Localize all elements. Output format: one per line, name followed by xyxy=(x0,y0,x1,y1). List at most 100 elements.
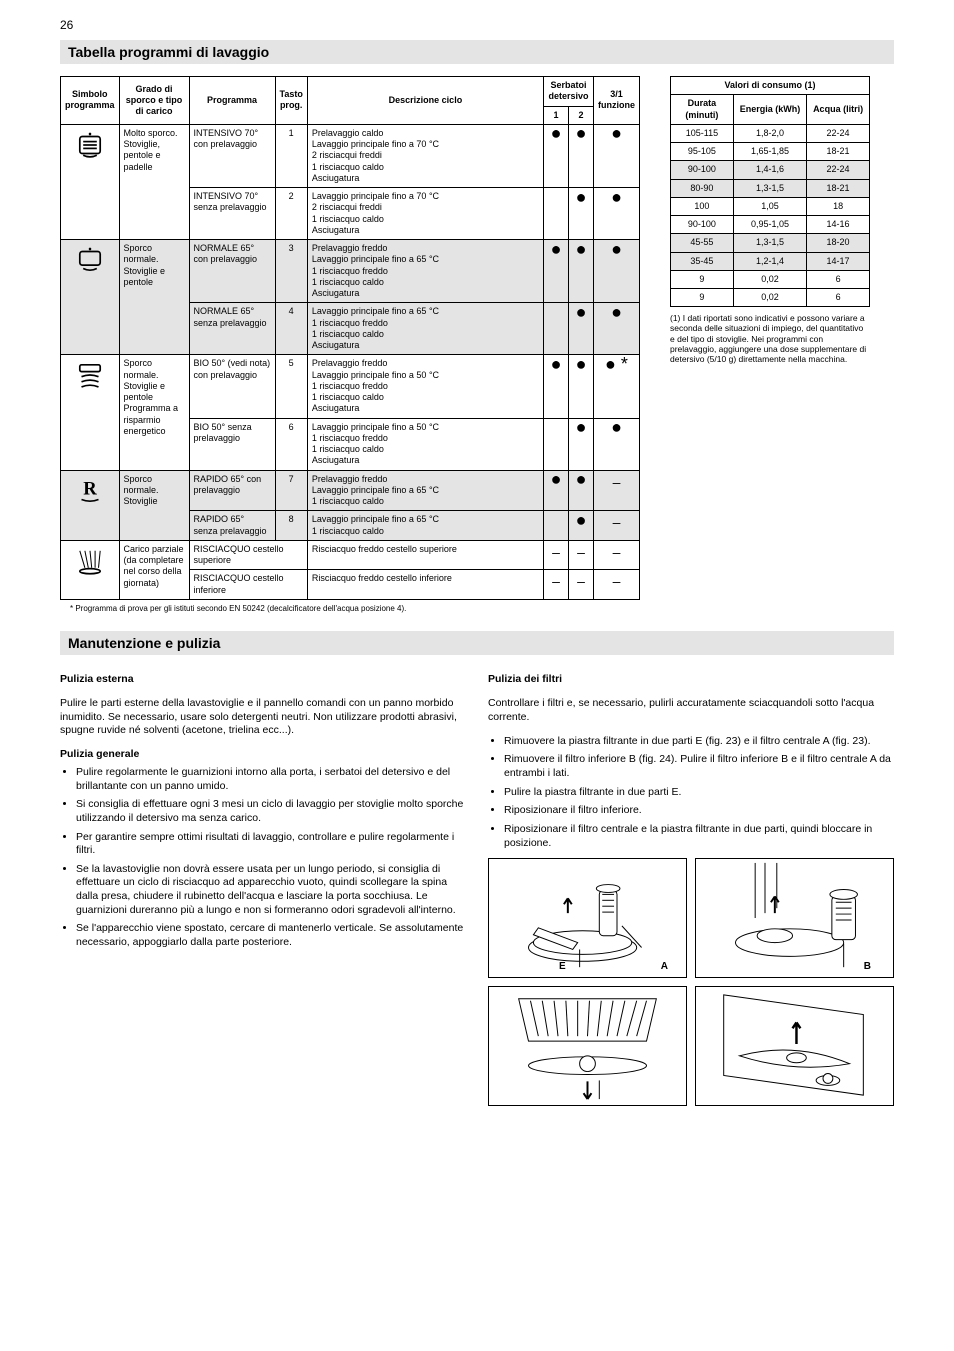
ext-clean-heading: Pulizia esterna xyxy=(60,673,466,687)
cycle-cell: Prelavaggio freddoLavaggio principale fi… xyxy=(307,470,543,511)
figure-25 xyxy=(488,986,687,1106)
disp1-cell: ● xyxy=(544,240,569,303)
energy-cell: 1,8-2,0 xyxy=(733,124,806,142)
energy-cell: 1,4-1,6 xyxy=(733,161,806,179)
disp2-cell: ● xyxy=(569,240,594,303)
water-cell: 14-17 xyxy=(807,252,870,270)
duration-cell: 45-55 xyxy=(671,234,734,252)
duration-cell: 9 xyxy=(671,289,734,307)
table-row: Sporco normale. Stoviglie e pentole Prog… xyxy=(61,355,640,418)
footnote: * Programma di prova per gli istituti se… xyxy=(70,604,894,613)
water-cell: 18-21 xyxy=(807,179,870,197)
list-item: Si consiglia di effettuare ogni 3 mesi u… xyxy=(76,798,466,825)
disp3-cell: ● xyxy=(594,188,640,240)
button-cell: 2 xyxy=(275,188,307,240)
th-soil: Grado di sporco e tipo di carico xyxy=(119,77,189,125)
soil-cell: Molto sporco. Stoviglie, pentole e padel… xyxy=(119,124,189,239)
table-row: Molto sporco. Stoviglie, pentole e padel… xyxy=(61,124,640,187)
energy-cell: 0,02 xyxy=(733,270,806,288)
cycle-cell: Risciacquo freddo cestello inferiore xyxy=(307,570,543,600)
soil-cell: Sporco normale. Stoviglie e pentole xyxy=(119,240,189,355)
th-third: 3/1 funzione xyxy=(594,77,640,125)
disp3-cell: ● xyxy=(594,418,640,470)
cycle-cell: Prelavaggio freddoLavaggio principale fi… xyxy=(307,240,543,303)
cycle-cell: Lavaggio principale fino a 70 °C2 riscia… xyxy=(307,188,543,240)
figure-23: A E xyxy=(488,858,687,978)
duration-cell: 80-90 xyxy=(671,179,734,197)
disp2-cell: ● xyxy=(569,470,594,511)
duration-cell: 95-105 xyxy=(671,143,734,161)
th-button: Tasto prog. xyxy=(275,77,307,125)
cycle-cell: Prelavaggio caldoLavaggio principale fin… xyxy=(307,124,543,187)
cycle-cell: Lavaggio principale fino a 50 °C1 riscia… xyxy=(307,418,543,470)
energy-cell: 1,2-1,4 xyxy=(733,252,806,270)
right-column: Pulizia dei filtri Controllare i filtri … xyxy=(488,667,894,1106)
soil-cell: Carico parziale (da completare nel corso… xyxy=(119,540,189,599)
disp2-cell: ● xyxy=(569,418,594,470)
th-cons: Valori di consumo (1) xyxy=(671,77,870,95)
water-cell: 22-24 xyxy=(807,124,870,142)
disp2-cell: ● xyxy=(569,303,594,355)
maintenance-columns: Pulizia esterna Pulire le parti esterne … xyxy=(60,667,894,1106)
disp2-cell: ● xyxy=(569,124,594,187)
disp1-cell: ● xyxy=(544,355,569,418)
button-cell: 3 xyxy=(275,240,307,303)
ext-clean-text: Pulire le parti esterne della lavastovig… xyxy=(60,697,466,738)
list-item: Rimuovere la piastra filtrante in due pa… xyxy=(504,735,894,749)
table-row: Carico parziale (da completare nel corso… xyxy=(61,540,640,570)
duration-cell: 105-115 xyxy=(671,124,734,142)
duration-cell: 100 xyxy=(671,197,734,215)
disp2-cell: – xyxy=(569,540,594,570)
list-item: Riposizionare il filtro centrale e la pi… xyxy=(504,823,894,850)
tables-container: Simbolo programma Grado di sporco e tipo… xyxy=(60,76,894,600)
label-e: E xyxy=(559,960,566,973)
list-item: Riposizionare il filtro inferiore. xyxy=(504,804,894,818)
water-cell: 22-24 xyxy=(807,161,870,179)
energy-cell: 1,65-1,85 xyxy=(733,143,806,161)
svg-text:R: R xyxy=(83,478,97,499)
table-row: 9 0,02 6 xyxy=(671,270,870,288)
button-cell: 1 xyxy=(275,124,307,187)
button-cell: 8 xyxy=(275,511,307,541)
th-two: 2 xyxy=(569,106,594,124)
table-row: 90-100 0,95-1,05 14-16 xyxy=(671,216,870,234)
th-programme: Programma xyxy=(189,77,275,125)
programme-cell: INTENSIVO 70° senza prelavaggio xyxy=(189,188,275,240)
th-duration: Durata (minuti) xyxy=(671,95,734,125)
energy-cell: 0,02 xyxy=(733,289,806,307)
button-cell: 6 xyxy=(275,418,307,470)
disp1-cell xyxy=(544,303,569,355)
table-row: 90-100 1,4-1,6 22-24 xyxy=(671,161,870,179)
disp3-cell: ● xyxy=(594,124,640,187)
general-clean-list: Pulire regolarmente le guarnizioni intor… xyxy=(76,766,466,950)
programme-icon xyxy=(61,540,120,599)
table-row: 100 1,05 18 xyxy=(671,197,870,215)
energy-cell: 1,05 xyxy=(733,197,806,215)
list-item: Pulire regolarmente le guarnizioni intor… xyxy=(76,766,466,793)
programme-cell: BIO 50° senza prelavaggio xyxy=(189,418,275,470)
disp1-cell: ● xyxy=(544,124,569,187)
programme-cell: NORMALE 65° con prelavaggio xyxy=(189,240,275,303)
table-row: 95-105 1,65-1,85 18-21 xyxy=(671,143,870,161)
table-row: 80-90 1,3-1,5 18-21 xyxy=(671,179,870,197)
table-row: RSporco normale. StoviglieRAPIDO 65° con… xyxy=(61,470,640,511)
programme-icon: R xyxy=(61,470,120,540)
th-dispenser: Serbatoi detersivo xyxy=(544,77,594,107)
table-row: 105-115 1,8-2,0 22-24 xyxy=(671,124,870,142)
disp3-cell: ● xyxy=(594,303,640,355)
button-cell: 5 xyxy=(275,355,307,418)
cycle-cell: Lavaggio principale fino a 65 °C1 riscia… xyxy=(307,511,543,541)
list-item: Pulire la piastra filtrante in due parti… xyxy=(504,786,894,800)
section-title-1: Tabella programmi di lavaggio xyxy=(60,40,894,64)
disp1-cell xyxy=(544,418,569,470)
duration-cell: 90-100 xyxy=(671,216,734,234)
programme-cell: BIO 50° (vedi nota) con prelavaggio xyxy=(189,355,275,418)
programme-table: Simbolo programma Grado di sporco e tipo… xyxy=(60,76,640,600)
energy-cell: 1,3-1,5 xyxy=(733,179,806,197)
label-a: A xyxy=(661,960,668,973)
programme-cell: RAPIDO 65° con prelavaggio xyxy=(189,470,275,511)
disp2-cell: ● xyxy=(569,188,594,240)
consumption-note: (1) I dati riportati sono indicativi e p… xyxy=(670,313,870,364)
programme-icon xyxy=(61,240,120,355)
programme-cell: RAPIDO 65° senza prelavaggio xyxy=(189,511,275,541)
